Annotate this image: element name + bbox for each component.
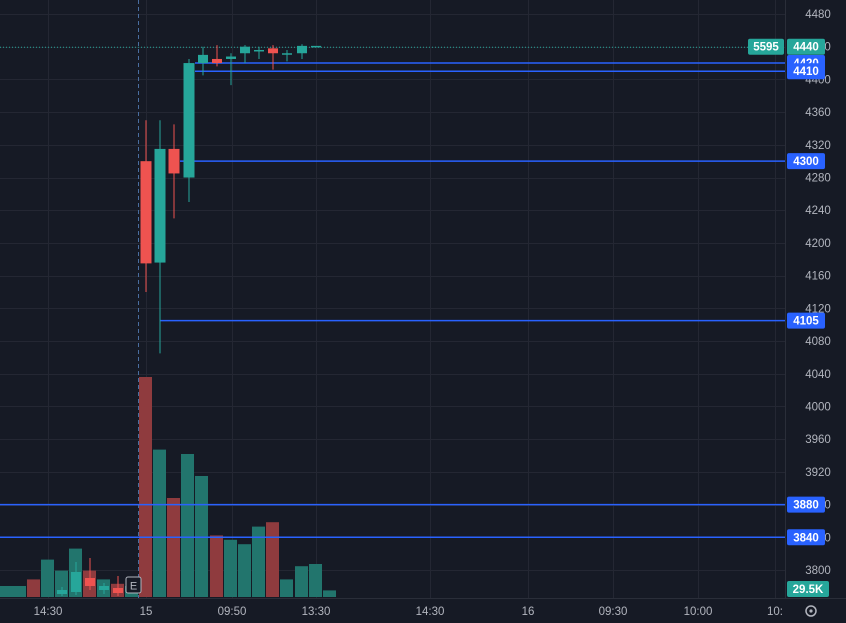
volume-bar [139,377,152,597]
hline-label-box [787,529,825,546]
candle-body [113,588,123,593]
time-axis[interactable]: 14:30 15 09:50 13:30 14:30 16 09:30 10:00 10: [34,606,783,618]
candle-body [198,54,208,64]
price-tick-label: 4240 [805,205,831,217]
settings-button[interactable] [805,605,817,617]
volume-bar [280,579,293,597]
time-tick-label: 13:30 [302,606,331,618]
hline-label-box [787,63,825,80]
price-tick-label: 4280 [805,173,831,185]
volume-bar [295,566,308,597]
price-tick-label: 3960 [805,434,831,446]
price-labels: 4420441043004105388038404440559529.5K [748,38,829,597]
candle-body [297,45,307,54]
time-tick-label: 14:30 [416,606,445,618]
candle-body [85,578,95,586]
candle-body [240,46,250,54]
hline-label: 4105 [793,316,819,328]
price-tick-label: 4480 [805,9,831,21]
hline-label: 4300 [793,156,819,168]
candle-body [183,63,195,178]
last-price-label-box [787,38,825,55]
price-tick-label: 3920 [805,467,831,479]
time-tick-label: 10: [767,606,783,618]
event-marker-label: E [130,581,137,593]
price-tick-label: 4320 [805,140,831,152]
hline-label: 4410 [793,66,819,78]
price-tick-label: 3800 [805,565,831,577]
chart-grid [0,0,785,598]
volume-bar [309,564,322,597]
volume-bar [41,559,54,597]
candle-body [154,148,166,263]
settings-icon[interactable] [805,605,817,617]
hline-label-box [787,312,825,329]
candle-body [57,590,67,594]
countdown-box [748,38,784,55]
volume-bar [266,522,279,597]
volume-bar [238,544,251,597]
candle-body [212,58,222,64]
time-tick-label: 16 [522,606,535,618]
time-axis-background [0,598,846,623]
candle-body [254,49,264,52]
countdown-label: 5595 [753,42,779,54]
volume-bar [323,590,336,597]
settings-icon-center [809,609,813,613]
volume-bar [210,535,223,597]
price-tick-label: 4120 [805,303,831,315]
volume-bar [195,476,208,597]
candle-body [168,148,180,174]
time-tick-label: 09:30 [599,606,628,618]
time-tick-label: 14:30 [34,606,63,618]
volume-label-box [787,581,829,597]
volume-bar [167,498,180,597]
price-tick-label: 4040 [805,369,831,381]
volume-bar [224,539,237,597]
hline-label-box [787,153,825,170]
candle-body [140,161,152,264]
candle-body [282,53,292,55]
volume-current-label: 29.5K [793,584,824,596]
volume-bar [27,579,40,597]
price-tick-label: 4200 [805,238,831,250]
event-marker-box[interactable] [125,576,142,594]
time-tick-label: 15 [140,606,153,618]
volume-bar [153,449,166,597]
volume-bar [13,586,26,597]
candle-body [99,586,109,590]
candle-body [71,572,81,592]
candle-body [268,48,278,54]
hline-label: 3880 [793,500,819,512]
volume-bar [252,526,265,597]
candle-body [311,45,321,48]
price-tick-label: 4160 [805,271,831,283]
volume-bar [0,586,13,597]
price-tick-label: 4000 [805,401,831,413]
volume-bar [181,454,194,597]
price-tick-label: 4360 [805,107,831,119]
candle-body [226,56,236,59]
earnings-event-marker[interactable]: E [125,576,142,594]
price-tick-label: 4080 [805,336,831,348]
hline-label-box [787,496,825,513]
candlesticks [57,44,321,596]
time-tick-label: 10:00 [684,606,713,618]
time-tick-label: 09:50 [218,606,247,618]
horizontal-lines[interactable] [0,62,785,539]
hline-label: 3840 [793,532,819,544]
last-price-label: 4440 [793,42,819,54]
